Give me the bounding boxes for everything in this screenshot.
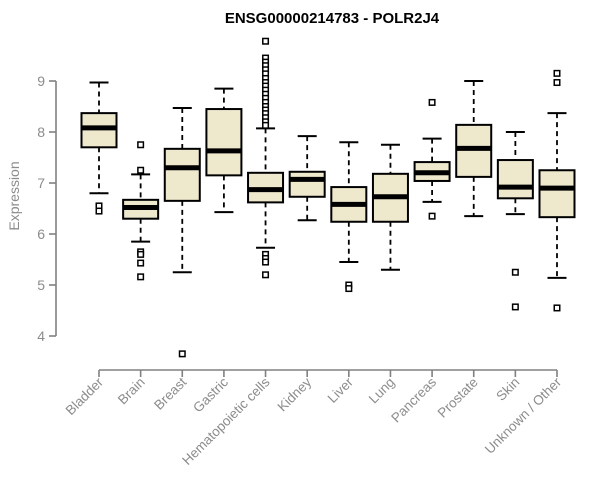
x-category-label: Prostate [435,375,481,421]
outlier-point [262,121,270,129]
outlier-point [137,166,145,174]
outlier-point [137,250,145,258]
outlier-point [553,69,561,77]
x-category-label: Unknown / Other [482,374,565,457]
y-axis-label: Expression [6,161,22,230]
box-prostate [455,123,493,178]
outlier-point [345,285,353,293]
outlier-point [262,258,270,266]
x-category-label: Gastric [190,374,231,415]
outlier-point [511,268,519,276]
x-category-label: Liver [325,374,357,406]
box-gastric [205,108,243,177]
x-category-label: Pancreas [388,374,439,425]
outlier-point [428,98,436,106]
y-tick-label: 7 [37,175,45,191]
outlier-point [137,259,145,267]
outlier-point [553,79,561,87]
x-category-label: Lung [366,375,398,407]
outlier-point [137,141,145,149]
outlier-point [262,37,270,45]
outlier-point [137,273,145,281]
box-skin [496,159,534,200]
y-tick-label: 4 [37,328,45,344]
outlier-point [511,303,519,311]
outlier-point [95,207,103,215]
y-tick-label: 5 [37,277,45,293]
outlier-point [428,212,436,220]
outlier-point [178,350,186,358]
x-category-label: Brain [115,375,148,408]
x-category-label: Breast [151,374,189,412]
outlier-point [262,271,270,279]
box-unknown-other [538,169,576,219]
x-category-label: Bladder [63,374,107,418]
x-category-label: Skin [493,375,522,404]
box-kidney [288,170,326,198]
chart-title: ENSG00000214783 - POLR2J4 [225,10,440,27]
y-tick-label: 9 [37,73,45,89]
outlier-point [553,304,561,312]
y-tick-label: 8 [37,124,45,140]
x-category-label: Kidney [275,374,315,414]
box-breast [163,147,201,202]
y-tick-label: 6 [37,226,45,242]
